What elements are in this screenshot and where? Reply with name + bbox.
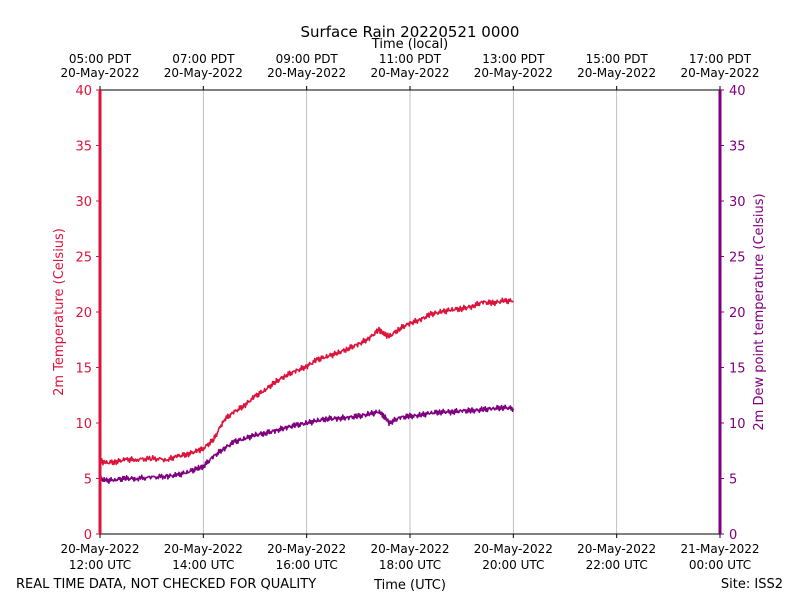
bottom-x-tick-time: 14:00 UTC (172, 558, 234, 572)
series-line-temperature (99, 297, 514, 466)
top-axis-label: Time (local) (371, 37, 448, 52)
bottom-x-tick-date: 20-May-2022 (370, 542, 449, 556)
bottom-x-tick-time: 22:00 UTC (586, 558, 648, 572)
left-y-tick-label: 20 (75, 306, 92, 321)
series-line-dewpoint (99, 404, 515, 485)
top-x-tick-time: 17:00 PDT (689, 52, 752, 66)
left-y-tick-label: 40 (75, 84, 92, 99)
top-x-tick-date: 20-May-2022 (267, 66, 346, 80)
x-axis-label: Time (UTC) (373, 578, 446, 593)
top-x-tick-time: 11:00 PDT (379, 52, 442, 66)
right-y-axis-label: 2m Dew point temperature (Celsius) (752, 193, 767, 430)
top-x-tick-date: 20-May-2022 (60, 66, 139, 80)
right-y-tick-label: 10 (729, 417, 746, 432)
left-y-tick-label: 15 (75, 362, 92, 377)
top-x-tick-date: 20-May-2022 (164, 66, 243, 80)
grid-layer (202, 90, 618, 534)
right-y-tick-label: 25 (729, 251, 746, 266)
left-y-tick-label: 30 (75, 195, 92, 210)
right-y-tick-label: 5 (729, 473, 737, 488)
series-layer (99, 297, 515, 485)
top-x-tick-date: 20-May-2022 (474, 66, 553, 80)
top-x-tick-date: 20-May-2022 (577, 66, 656, 80)
bottom-x-tick-date: 20-May-2022 (474, 542, 553, 556)
quality-note: REAL TIME DATA, NOT CHECKED FOR QUALITY (16, 577, 316, 592)
ticks-layer: 0 0 5 5 10 10 15 15 20 20 25 25 30 30 35 35 40 40 20-May-2… (60, 52, 759, 572)
right-y-tick-label: 15 (729, 362, 746, 377)
left-y-tick-label: 35 (75, 140, 92, 155)
site-label: Site: ISS2 (721, 577, 783, 592)
top-x-tick-time: 05:00 PDT (69, 52, 132, 66)
bottom-x-tick-time: 00:00 UTC (689, 558, 751, 572)
left-y-tick-label: 5 (84, 473, 92, 488)
top-x-tick-time: 09:00 PDT (276, 52, 339, 66)
left-y-tick-label: 0 (84, 528, 92, 543)
bottom-x-tick-date: 20-May-2022 (60, 542, 139, 556)
top-x-tick-date: 20-May-2022 (680, 66, 759, 80)
bottom-x-tick-time: 12:00 UTC (69, 558, 131, 572)
bottom-x-tick-time: 16:00 UTC (276, 558, 338, 572)
left-y-axis-label: 2m Temperature (Celsius) (52, 228, 67, 396)
bottom-x-tick-date: 20-May-2022 (267, 542, 346, 556)
chart-title: Surface Rain 20220521 0000 (301, 23, 520, 41)
right-y-tick-label: 0 (729, 528, 737, 543)
top-x-tick-time: 07:00 PDT (172, 52, 235, 66)
bottom-x-tick-date: 21-May-2022 (680, 542, 759, 556)
bottom-x-tick-date: 20-May-2022 (164, 542, 243, 556)
top-x-tick-time: 13:00 PDT (482, 52, 545, 66)
bottom-x-tick-date: 20-May-2022 (577, 542, 656, 556)
left-y-tick-label: 25 (75, 251, 92, 266)
bottom-x-tick-time: 18:00 UTC (379, 558, 441, 572)
right-y-tick-label: 20 (729, 306, 746, 321)
top-x-tick-time: 15:00 PDT (586, 52, 649, 66)
top-x-tick-date: 20-May-2022 (370, 66, 449, 80)
bottom-x-tick-time: 20:00 UTC (482, 558, 544, 572)
right-y-tick-label: 40 (729, 84, 746, 99)
right-y-tick-label: 35 (729, 140, 746, 155)
right-y-tick-label: 30 (729, 195, 746, 210)
left-y-tick-label: 10 (75, 417, 92, 432)
